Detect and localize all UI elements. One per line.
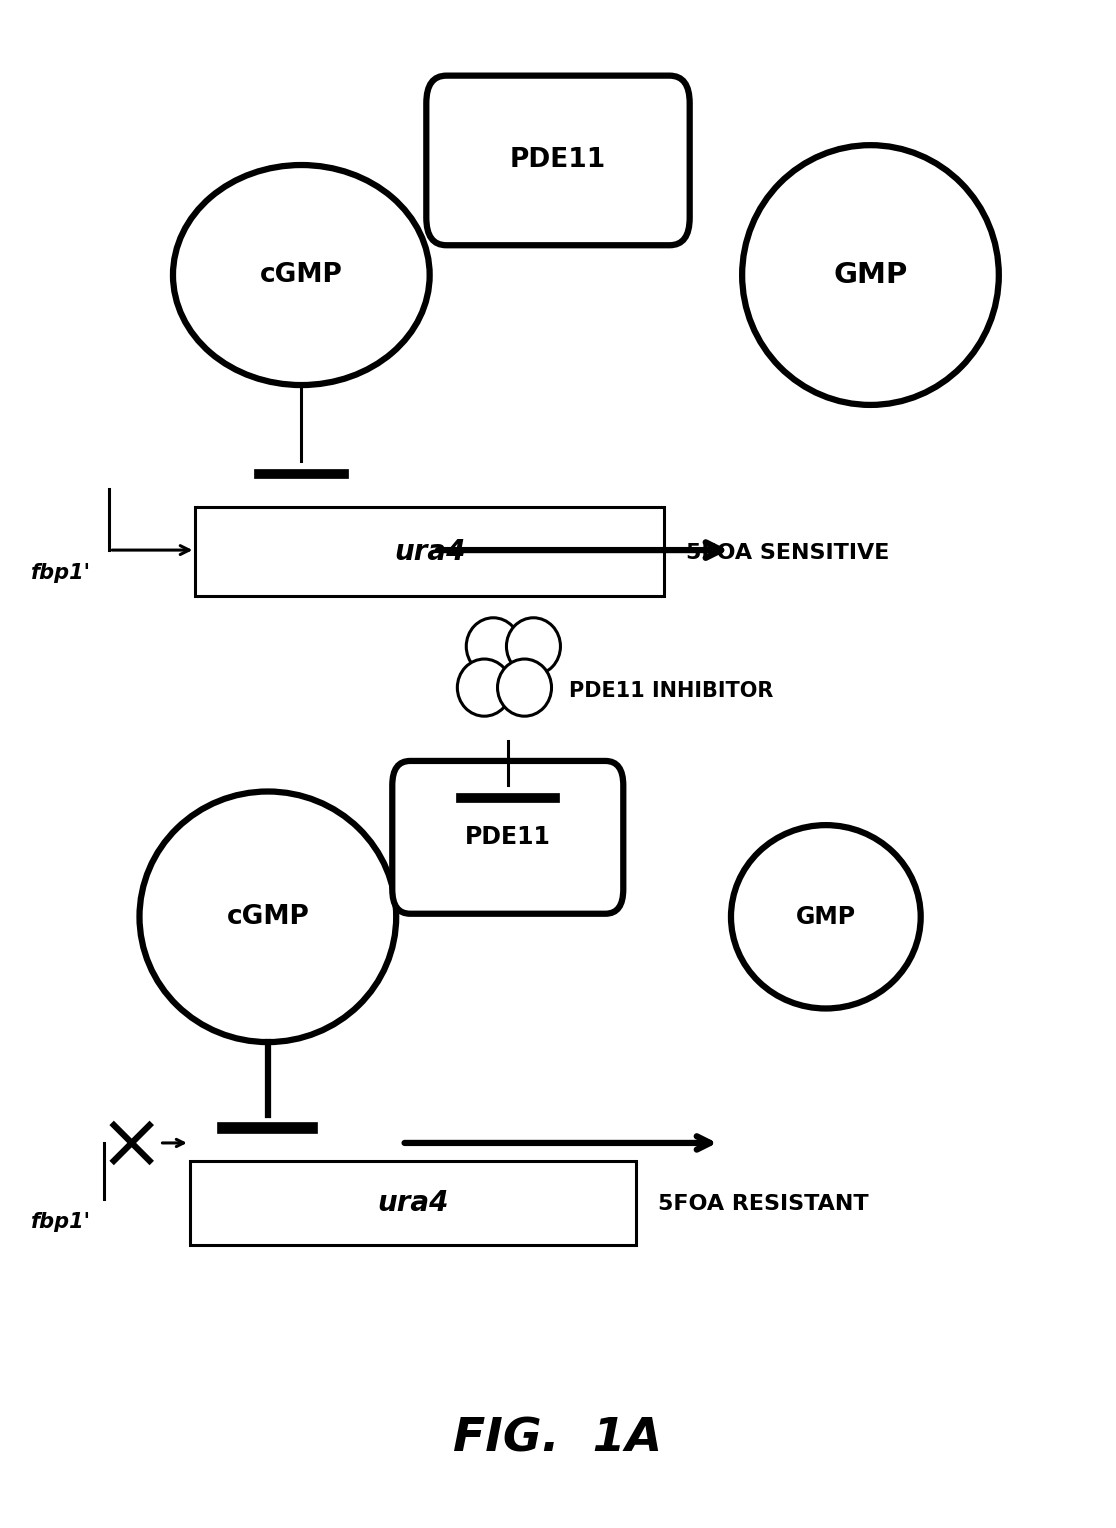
Text: cGMP: cGMP [260,261,343,289]
Text: PDE11 INHIBITOR: PDE11 INHIBITOR [569,680,773,701]
Text: fbp1': fbp1' [31,562,92,584]
Text: 5FOA SENSITIVE: 5FOA SENSITIVE [686,542,889,564]
Ellipse shape [507,617,560,675]
Text: PDE11: PDE11 [465,825,550,850]
Text: ura4: ura4 [394,538,465,565]
Text: GMP: GMP [834,261,907,289]
Ellipse shape [173,165,430,385]
Text: 5FOA RESISTANT: 5FOA RESISTANT [658,1193,869,1215]
Ellipse shape [458,659,511,717]
Ellipse shape [498,659,551,717]
Ellipse shape [731,825,921,1008]
Text: cGMP: cGMP [227,903,309,931]
Text: fbp1': fbp1' [31,1212,92,1233]
Text: FIG.  1A: FIG. 1A [453,1416,663,1462]
Ellipse shape [140,792,396,1042]
FancyBboxPatch shape [426,76,690,246]
Bar [190,1161,636,1245]
Text: ura4: ura4 [377,1189,449,1218]
Bar [195,507,664,596]
FancyBboxPatch shape [393,761,623,914]
Text: GMP: GMP [796,905,856,929]
Ellipse shape [742,145,999,405]
Text: PDE11: PDE11 [510,147,606,174]
Ellipse shape [466,617,520,675]
